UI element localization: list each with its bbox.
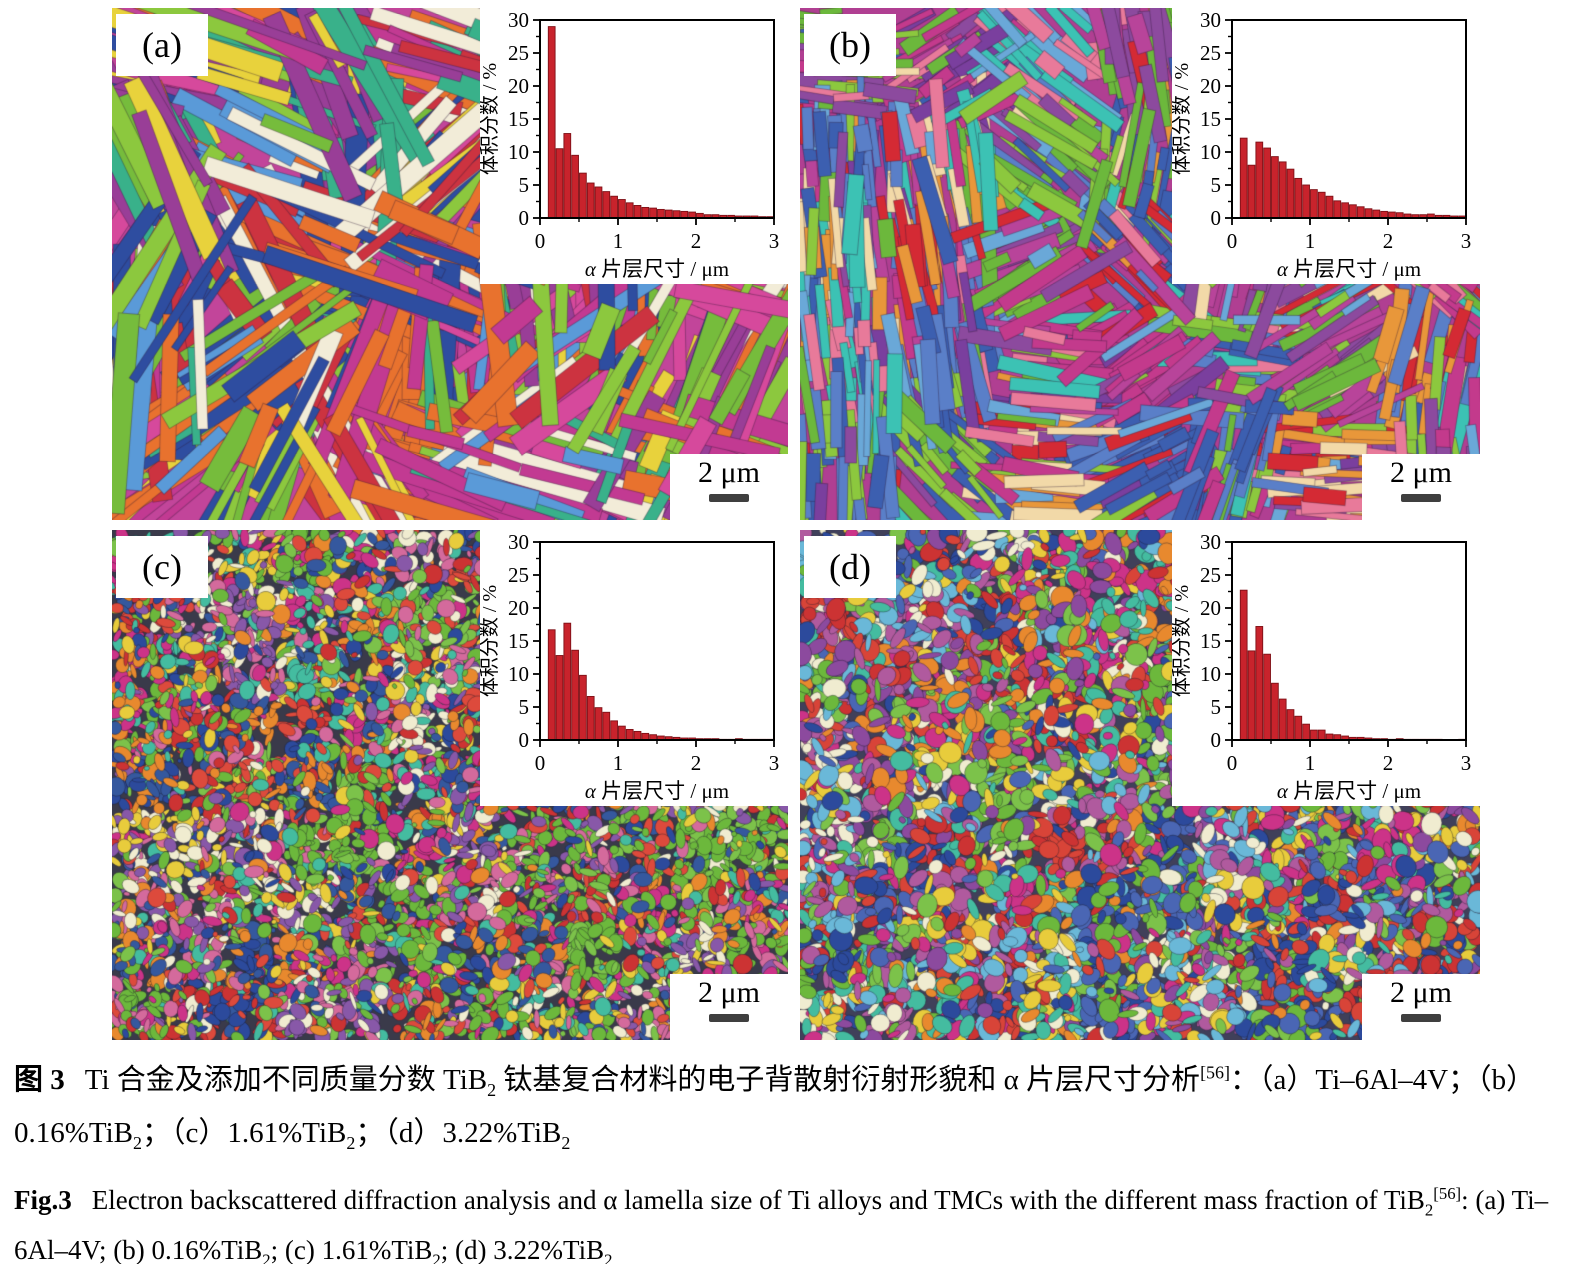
panel-d: (d) 0 5 10 15 20 25 30 0 1 2 3 体积分数 / % α 片层尺寸 / μm …: [800, 530, 1480, 1040]
svg-text:5: 5: [519, 173, 530, 197]
caption-label-cn: 图 3: [14, 1064, 65, 1096]
panel-label-a: (a): [116, 14, 208, 76]
svg-text:0: 0: [519, 728, 530, 752]
svg-text:15: 15: [508, 107, 529, 131]
histogram-inset-d: 0 5 10 15 20 25 30 0 1 2 3 体积分数 / % α 片层尺寸 / μm: [1172, 530, 1480, 806]
scale-bar-label: 2 μm: [1390, 976, 1452, 1009]
svg-text:1: 1: [1305, 751, 1316, 775]
svg-text:5: 5: [519, 695, 530, 719]
svg-text:0: 0: [535, 751, 546, 775]
svg-text:30: 30: [508, 530, 529, 554]
svg-text:30: 30: [1200, 530, 1221, 554]
svg-text:30: 30: [1200, 8, 1221, 32]
svg-text:20: 20: [508, 74, 529, 98]
svg-text:体积分数 / %: 体积分数 / %: [1172, 585, 1193, 697]
svg-text:α 片层尺寸 / μm: α 片层尺寸 / μm: [585, 779, 729, 803]
panel-label-c: (c): [116, 536, 208, 598]
svg-text:2: 2: [1383, 229, 1394, 253]
svg-text:15: 15: [508, 629, 529, 653]
scale-bar-line: [1401, 1014, 1441, 1022]
svg-text:10: 10: [1200, 662, 1221, 686]
svg-text:10: 10: [508, 662, 529, 686]
svg-text:1: 1: [1305, 229, 1316, 253]
scale-bar-label: 2 μm: [698, 456, 760, 489]
svg-text:0: 0: [535, 229, 546, 253]
svg-text:25: 25: [1200, 41, 1221, 65]
svg-text:0: 0: [519, 206, 530, 230]
scale-bar-label: 2 μm: [698, 976, 760, 1009]
svg-text:体积分数 / %: 体积分数 / %: [480, 585, 501, 697]
panel-label-text: (a): [142, 25, 182, 65]
svg-text:15: 15: [1200, 629, 1221, 653]
histogram-chart-a: 0 5 10 15 20 25 30 0 1 2 3 体积分数 / % α 片层尺寸 / μm: [480, 8, 780, 281]
svg-text:20: 20: [1200, 74, 1221, 98]
svg-text:5: 5: [1211, 695, 1222, 719]
caption-text-cn: Ti 合金及添加不同质量分数 TiB2 钛基复合材料的电子背散射衍射形貌和 α …: [14, 1062, 1536, 1153]
svg-text:2: 2: [691, 751, 702, 775]
svg-text:20: 20: [1200, 596, 1221, 620]
svg-text:1: 1: [613, 751, 624, 775]
svg-text:α 片层尺寸 / μm: α 片层尺寸 / μm: [1277, 257, 1421, 281]
svg-text:10: 10: [1200, 140, 1221, 164]
svg-text:3: 3: [769, 751, 780, 775]
panel-label-text: (c): [142, 547, 182, 587]
scale-bar-label: 2 μm: [1390, 456, 1452, 489]
panel-label-text: (d): [829, 547, 871, 587]
panel-a: (a) 0 5 10 15 20 25 30 0 1 2 3 体积分数 / % α 片层尺寸 / μm …: [112, 8, 788, 520]
svg-text:0: 0: [1227, 751, 1238, 775]
svg-text:25: 25: [508, 563, 529, 587]
svg-text:α 片层尺寸 / μm: α 片层尺寸 / μm: [1277, 779, 1421, 803]
histogram-inset-b: 0 5 10 15 20 25 30 0 1 2 3 体积分数 / % α 片层尺寸 / μm: [1172, 8, 1480, 284]
scale-bar-line: [1401, 494, 1441, 502]
svg-text:30: 30: [508, 8, 529, 32]
svg-text:0: 0: [1211, 728, 1222, 752]
svg-text:20: 20: [508, 596, 529, 620]
caption-text-en: Electron backscattered diffraction analy…: [14, 1183, 1549, 1264]
scale-bar-c: 2 μm: [670, 974, 788, 1040]
histogram-inset-a: 0 5 10 15 20 25 30 0 1 2 3 体积分数 / % α 片层尺寸 / μm: [480, 8, 788, 284]
svg-text:15: 15: [1200, 107, 1221, 131]
svg-text:0: 0: [1227, 229, 1238, 253]
figure-captions: 图 3 Ti 合金及添加不同质量分数 TiB2 钛基复合材料的电子背散射衍射形貌和…: [14, 1054, 1566, 1264]
svg-text:10: 10: [508, 140, 529, 164]
panel-label-text: (b): [829, 25, 871, 65]
panel-label-d: (d): [804, 536, 896, 598]
caption-label-en: Fig.3: [14, 1184, 72, 1215]
panel-c: (c) 0 5 10 15 20 25 30 0 1 2 3 体积分数 / % α 片层尺寸 / μm …: [112, 530, 788, 1040]
svg-text:3: 3: [1461, 751, 1472, 775]
histogram-chart-d: 0 5 10 15 20 25 30 0 1 2 3 体积分数 / % α 片层尺寸 / μm: [1172, 530, 1472, 803]
caption-chinese: 图 3 Ti 合金及添加不同质量分数 TiB2 钛基复合材料的电子背散射衍射形貌和…: [14, 1054, 1566, 1160]
svg-text:25: 25: [1200, 563, 1221, 587]
svg-text:5: 5: [1211, 173, 1222, 197]
panel-b: (b) 0 5 10 15 20 25 30 0 1 2 3 体积分数 / % α 片层尺寸 / μm …: [800, 8, 1480, 520]
svg-text:2: 2: [691, 229, 702, 253]
svg-text:1: 1: [613, 229, 624, 253]
svg-text:25: 25: [508, 41, 529, 65]
svg-text:体积分数 / %: 体积分数 / %: [480, 63, 501, 175]
panel-label-b: (b): [804, 14, 896, 76]
svg-text:3: 3: [769, 229, 780, 253]
scale-bar-a: 2 μm: [670, 454, 788, 520]
histogram-chart-c: 0 5 10 15 20 25 30 0 1 2 3 体积分数 / % α 片层尺寸 / μm: [480, 530, 780, 803]
histogram-chart-b: 0 5 10 15 20 25 30 0 1 2 3 体积分数 / % α 片层尺寸 / μm: [1172, 8, 1472, 281]
scale-bar-line: [709, 1014, 749, 1022]
svg-text:α 片层尺寸 / μm: α 片层尺寸 / μm: [585, 257, 729, 281]
histogram-inset-c: 0 5 10 15 20 25 30 0 1 2 3 体积分数 / % α 片层尺寸 / μm: [480, 530, 788, 806]
svg-text:体积分数 / %: 体积分数 / %: [1172, 63, 1193, 175]
scale-bar-b: 2 μm: [1362, 454, 1480, 520]
svg-text:0: 0: [1211, 206, 1222, 230]
svg-text:2: 2: [1383, 751, 1394, 775]
scale-bar-line: [709, 494, 749, 502]
scale-bar-d: 2 μm: [1362, 974, 1480, 1040]
caption-english: Fig.3 Electron backscattered diffraction …: [14, 1176, 1566, 1264]
svg-text:3: 3: [1461, 229, 1472, 253]
